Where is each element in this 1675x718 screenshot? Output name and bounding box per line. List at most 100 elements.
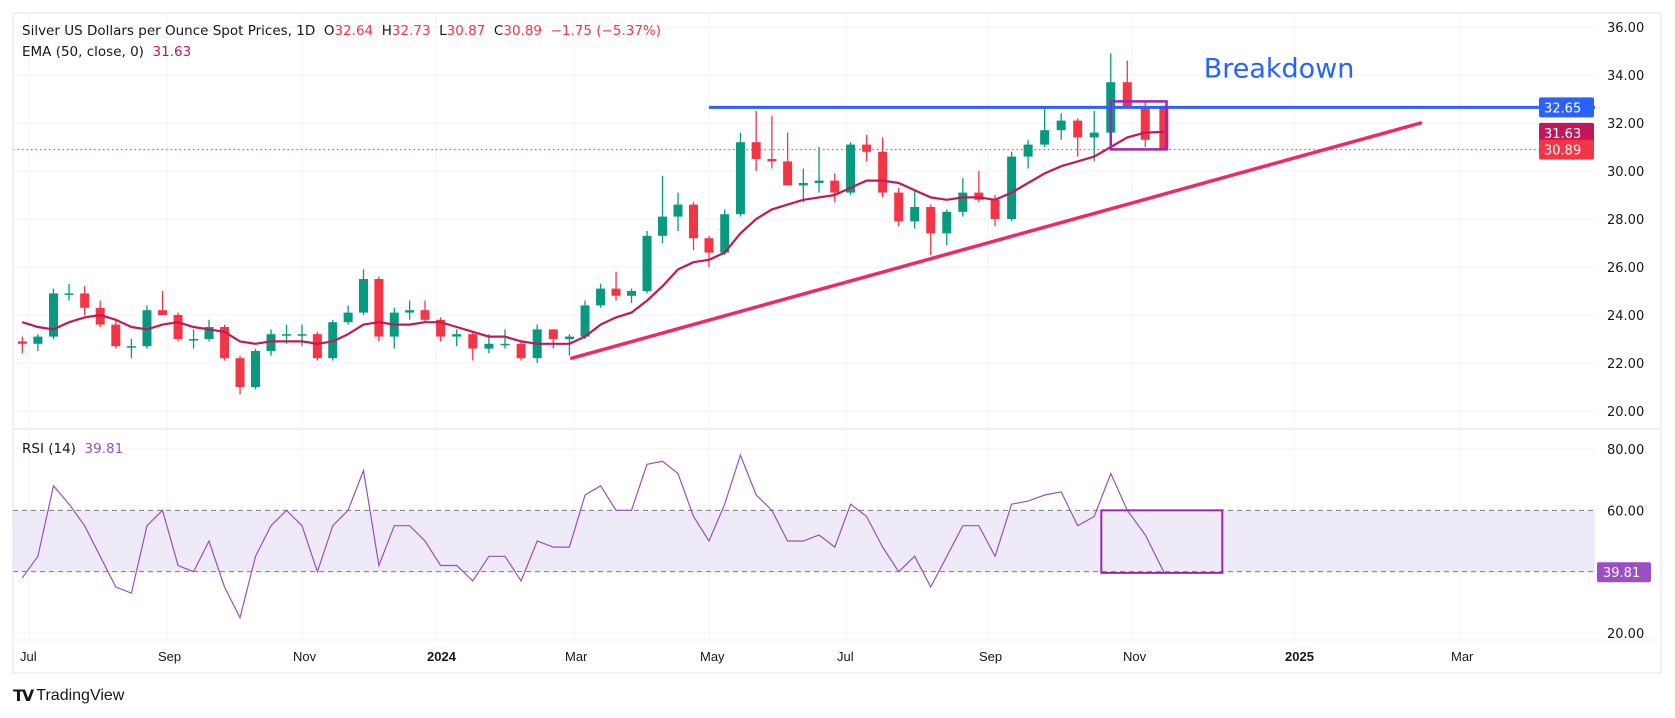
- candle-body: [328, 322, 338, 359]
- open-value: 32.64: [334, 23, 374, 39]
- symbol-title[interactable]: Silver US Dollars per Ounce Spot Prices,…: [22, 23, 316, 39]
- candle-body: [735, 142, 745, 215]
- candle: [735, 132, 745, 217]
- candle-body: [580, 305, 590, 337]
- candle: [297, 324, 307, 347]
- candle: [1159, 105, 1169, 151]
- candle-body: [611, 288, 621, 296]
- open-label: O: [323, 23, 335, 39]
- candle: [627, 288, 637, 303]
- tradingview-brand[interactable]: 𝗧𝗩 TradingView: [13, 686, 124, 706]
- candle: [420, 300, 430, 323]
- ema-legend[interactable]: EMA (50, close, 0) 31.63: [22, 44, 191, 60]
- candle: [783, 132, 793, 186]
- time-tick-label: 2025: [1285, 649, 1314, 664]
- rsi-value: 39.81: [84, 441, 124, 457]
- price-badges: 32.65 31.63 30.89 39.81: [1539, 97, 1651, 583]
- time-tick-label: May: [700, 649, 725, 664]
- candle: [64, 283, 74, 301]
- candle: [266, 329, 276, 356]
- candle-body: [926, 207, 936, 234]
- candle-body: [374, 279, 384, 337]
- candle-body: [1140, 106, 1150, 140]
- time-tick-label: Sep: [979, 649, 1002, 664]
- candle: [80, 286, 90, 315]
- candle-body: [33, 336, 43, 344]
- candle: [111, 319, 121, 349]
- close-value: 30.89: [503, 23, 543, 39]
- price-tick-label: 30.00: [1607, 165, 1644, 180]
- time-tick-label: Nov: [293, 649, 317, 664]
- candle-body: [720, 214, 730, 253]
- rsi-legend[interactable]: RSI (14) 39.81: [22, 441, 123, 457]
- candle-body: [974, 192, 984, 200]
- candle-body: [958, 192, 968, 212]
- candle-body: [436, 319, 446, 337]
- candle: [48, 288, 58, 339]
- low-label: L: [439, 23, 447, 39]
- candle-body: [798, 183, 808, 186]
- candle-body: [596, 288, 606, 306]
- price-tick-label: 24.00: [1607, 309, 1644, 324]
- rsi-label: RSI (14): [22, 441, 76, 457]
- rsi-line: [21, 453, 1165, 620]
- rsi-badge-bg: [1597, 562, 1651, 583]
- candle-body: [846, 144, 856, 193]
- candle-body: [17, 341, 27, 344]
- candle-body: [862, 144, 872, 152]
- ascending-trendline[interactable]: [569, 121, 1423, 360]
- candle-body: [282, 334, 292, 336]
- breakdown-annotation[interactable]: Breakdown: [1204, 53, 1355, 84]
- candle: [611, 271, 621, 301]
- candle: [516, 341, 526, 361]
- price-axis[interactable]: 20.00 22.00 24.00 26.00 28.00 30.00 32.00 34.00…: [1607, 21, 1644, 642]
- candle: [704, 235, 714, 267]
- candle: [1089, 111, 1099, 162]
- candle: [33, 334, 43, 351]
- ema-value: 31.63: [152, 44, 192, 60]
- low-value: 30.87: [446, 23, 486, 39]
- rsi-box[interactable]: [1100, 509, 1224, 574]
- candle: [689, 202, 699, 251]
- candle: [173, 312, 183, 342]
- candle: [720, 209, 730, 255]
- time-axis[interactable]: Jul Sep Nov 2024 Mar May Jul Sep Nov 2025 Mar: [20, 649, 1474, 664]
- candle-body: [751, 142, 761, 159]
- rsi-tick-label: 20.00: [1607, 627, 1644, 642]
- candle-body: [220, 327, 230, 359]
- candle: [1073, 118, 1083, 157]
- candle-body: [235, 358, 245, 387]
- candle: [17, 336, 27, 354]
- candle: [189, 329, 199, 349]
- candle-body: [564, 336, 574, 339]
- candle-body: [1040, 130, 1050, 145]
- candle-body: [1056, 120, 1066, 131]
- breakdown-box[interactable]: [1109, 100, 1168, 151]
- main-legend: Silver US Dollars per Ounce Spot Prices,…: [22, 23, 661, 39]
- price-badge: 32.65: [1539, 97, 1594, 118]
- candle-body: [359, 279, 369, 313]
- candle-body: [910, 207, 920, 222]
- candle: [389, 307, 399, 349]
- candle: [235, 355, 245, 395]
- price-badge-text: 31.63: [1544, 127, 1581, 142]
- price-badge-text: 32.65: [1544, 101, 1581, 116]
- candle-body: [266, 334, 276, 351]
- price-badge: 31.63: [1539, 122, 1594, 143]
- price-tick-label: 34.00: [1607, 69, 1644, 84]
- rsi-badge-text: 39.81: [1603, 566, 1640, 581]
- candle: [204, 319, 214, 342]
- price-tick-label: 20.00: [1607, 405, 1644, 420]
- candle: [312, 331, 322, 361]
- candle-body: [1159, 107, 1169, 150]
- candle: [658, 175, 668, 243]
- candle-body: [484, 343, 494, 349]
- candle-body: [767, 159, 777, 162]
- price-tick-label: 22.00: [1607, 357, 1644, 372]
- candle-body: [642, 235, 652, 291]
- price-badge-bg: [1539, 97, 1594, 118]
- time-tick-label: Sep: [158, 649, 181, 664]
- candle-body: [942, 211, 952, 234]
